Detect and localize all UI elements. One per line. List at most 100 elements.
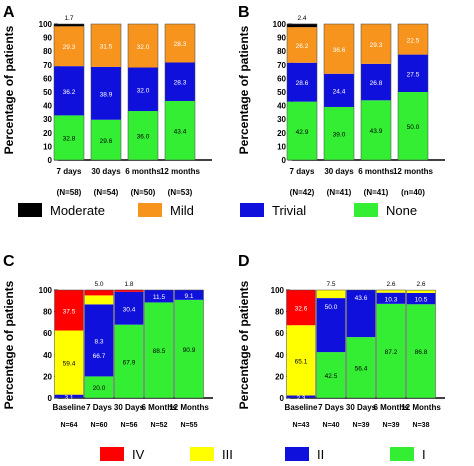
y-tick-label: 0 (48, 394, 53, 403)
x-tick-n-label: N=43 (293, 422, 310, 429)
x-tick-n-label: (N=50) (131, 188, 156, 197)
y-tick-label: 100 (273, 20, 287, 29)
y-tick-label: 100 (39, 286, 53, 295)
legend-swatch (18, 203, 42, 217)
legend-label: Moderate (50, 203, 105, 218)
bar-segment-i (406, 304, 436, 398)
data-label: 50.0 (325, 304, 338, 311)
x-tick-label: Baseline (285, 403, 318, 412)
bar-outline (316, 289, 346, 399)
x-tick-n-label: (N=41) (364, 188, 389, 197)
bar-segment-trivial (165, 62, 195, 101)
legend-label: Mild (170, 203, 194, 218)
data-label: 26.8 (370, 80, 383, 87)
x-tick-n-label: N=38 (413, 422, 430, 429)
legend-label: Trivial (272, 203, 306, 218)
x-tick-n-label: N=64 (61, 422, 78, 429)
bar-outline (376, 289, 406, 399)
bar-segment-i (174, 299, 204, 398)
y-tick-label: 40 (275, 351, 284, 360)
bar-segment-none (54, 115, 84, 160)
x-tick-label: 6 months (125, 167, 161, 176)
bar-segment-iii (84, 295, 114, 305)
bar-outline (144, 289, 174, 399)
x-tick-n-label: N=56 (121, 422, 138, 429)
bar-outline (286, 23, 318, 161)
y-tick-label: 70 (43, 61, 52, 70)
bar-segment-iii (316, 290, 346, 299)
data-label: 43.6 (355, 295, 368, 302)
data-label: 28.3 (174, 41, 187, 48)
y-tick-label: 60 (277, 74, 286, 83)
x-tick-label: 30 days (324, 167, 354, 176)
y-tick-label: 90 (277, 34, 286, 43)
y-tick-label: 0 (280, 394, 285, 403)
y-tick-label: 0 (282, 156, 287, 165)
x-tick-label: Baseline (53, 403, 86, 412)
data-label: 28.3 (174, 80, 187, 87)
bar-segment-ii (406, 292, 436, 305)
data-label: 10.5 (415, 297, 428, 304)
x-tick-label: 7 days (57, 167, 82, 176)
data-label: 29.3 (370, 42, 383, 49)
x-tick-label: 12 months (393, 167, 434, 176)
data-label: 5.0 (94, 281, 103, 288)
y-tick-label: 20 (43, 129, 52, 138)
data-label: 2.4 (297, 15, 306, 22)
legend-label: IV (132, 447, 145, 462)
bar-segment-mild (54, 26, 84, 67)
data-label: 2.3 (296, 395, 305, 402)
y-tick-label: 60 (43, 329, 52, 338)
bar-segment-trivial (128, 67, 158, 112)
bar-segment-ii (84, 304, 114, 377)
legend-swatch (354, 203, 378, 217)
data-label: 9.1 (184, 293, 193, 300)
y-axis-label: Percentage of patients (2, 280, 16, 409)
y-tick-label: 70 (277, 61, 286, 70)
panel-a: A Percentage of patients 0 10 20 30 40 50 60 70 80… (2, 4, 212, 197)
y-tick-label: 20 (277, 129, 286, 138)
bar-segment-mild (398, 24, 428, 55)
y-tick-label: 60 (43, 74, 52, 83)
legend-1: Moderate Mild Trivial None (18, 203, 417, 218)
data-label: 26.2 (296, 43, 309, 50)
data-label: 32.8 (63, 136, 76, 143)
y-tick-label: 100 (39, 20, 53, 29)
bar-segment-ii (286, 395, 316, 398)
legend-swatch (390, 447, 414, 461)
bar-outline (323, 23, 355, 161)
data-label: 37.5 (63, 308, 76, 315)
data-label: 42.9 (296, 129, 309, 136)
bar-segment-mild (128, 24, 158, 68)
data-label: 28.6 (296, 80, 309, 87)
x-tick-label: 30 Days (346, 403, 377, 412)
data-label: 24.4 (333, 88, 346, 95)
bar-segment-none (287, 101, 317, 160)
legend-swatch (240, 203, 264, 217)
y-tick-label: 20 (43, 372, 52, 381)
bar-segment-i (114, 324, 144, 398)
legend-2: IV III II I (100, 447, 426, 462)
bar-segment-ii (316, 298, 346, 353)
bar-segment-i (346, 337, 376, 398)
data-label: 42.5 (325, 373, 338, 380)
data-label: 36.0 (137, 134, 150, 141)
x-tick-n-label: (N=58) (57, 188, 82, 197)
x-tick-n-label: N=60 (91, 422, 108, 429)
bar-segment-i (316, 352, 346, 398)
y-axis-label: Percentage of patients (237, 25, 251, 154)
data-label: 90.9 (183, 347, 196, 354)
data-label: 8.3 (94, 338, 103, 345)
data-label: 29.3 (63, 44, 76, 51)
data-label: 3.1 (64, 394, 73, 401)
bar-segment-iv (286, 290, 316, 326)
bar-segment-trivial (91, 66, 121, 120)
x-tick-n-label: (N=54) (94, 188, 119, 197)
panel-d: D Percentage of patients 0 20 40 60 80 100 32.6 6… (237, 253, 445, 429)
panel-letter: C (3, 253, 15, 270)
bar-segment-ii (346, 290, 376, 338)
bar-segment-trivial (398, 54, 428, 92)
legend-label: I (422, 447, 426, 462)
x-tick-label: 12 months (160, 167, 201, 176)
